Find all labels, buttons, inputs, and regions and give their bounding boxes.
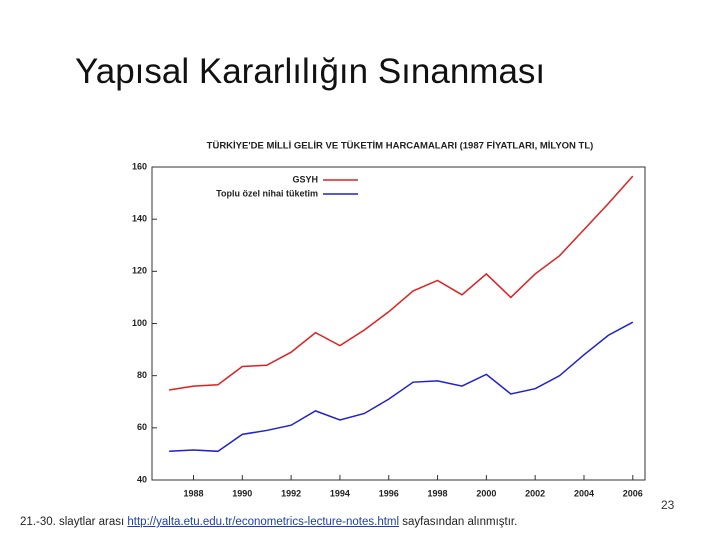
footer-text: 21.-30. slaytlar arası xyxy=(20,516,125,528)
x-tick-label: 2000 xyxy=(476,488,496,498)
x-tick-label: 1998 xyxy=(428,488,448,498)
x-tick-label: 1990 xyxy=(232,488,252,498)
y-tick-label: 140 xyxy=(132,214,147,224)
footer-text: sayfasından alınmıştır. xyxy=(402,516,518,528)
x-tick-label: 1994 xyxy=(330,488,350,498)
legend-label: GSYH xyxy=(292,174,318,184)
x-tick-label: 1996 xyxy=(379,488,399,498)
page-number: 23 xyxy=(661,498,675,512)
series-line xyxy=(169,321,634,453)
chart-title: TÜRKİYE'DE MİLLİ GELİR VE TÜKETİM HARCAM… xyxy=(207,141,594,152)
x-tick-label: 2006 xyxy=(623,488,643,498)
y-tick-label: 160 xyxy=(132,161,147,171)
slide-title: Yapısal Kararlılığın Sınanması xyxy=(75,52,546,91)
x-tick-label: 1992 xyxy=(281,488,301,498)
x-tick-label: 1988 xyxy=(183,488,203,498)
plot-frame xyxy=(151,166,646,481)
y-tick-label: 100 xyxy=(132,318,147,328)
y-tick-label: 60 xyxy=(137,422,147,432)
footer-link[interactable]: http://yalta.etu.edu.tr/econometrics-lec… xyxy=(127,516,400,528)
x-tick-label: 2002 xyxy=(525,488,545,498)
legend-label: Toplu özel nihai tüketim xyxy=(216,188,318,198)
series-line xyxy=(168,175,634,391)
y-tick-label: 40 xyxy=(137,474,147,484)
y-tick-label: 120 xyxy=(132,266,147,276)
x-tick-label: 2004 xyxy=(574,488,594,498)
y-tick-label: 80 xyxy=(137,370,147,380)
footer: 21.-30. slaytlar arası http://yalta.etu.… xyxy=(20,516,517,528)
